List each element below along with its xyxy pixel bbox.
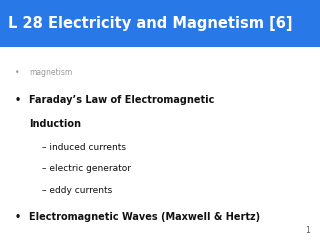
Text: •: • [14,95,21,105]
Text: magnetism: magnetism [29,68,72,77]
Text: – induced currents: – induced currents [42,143,125,152]
Text: Induction: Induction [29,119,81,129]
Text: •: • [14,212,21,222]
Text: Faraday’s Law of Electromagnetic: Faraday’s Law of Electromagnetic [29,95,214,105]
Text: Electromagnetic Waves (Maxwell & Hertz): Electromagnetic Waves (Maxwell & Hertz) [29,212,260,222]
Text: – electric generator: – electric generator [42,164,131,173]
FancyBboxPatch shape [0,0,320,47]
Text: – eddy currents: – eddy currents [42,186,112,195]
Text: •: • [15,68,20,77]
Text: L 28 Electricity and Magnetism [6]: L 28 Electricity and Magnetism [6] [8,16,292,31]
Text: 1: 1 [306,226,310,235]
